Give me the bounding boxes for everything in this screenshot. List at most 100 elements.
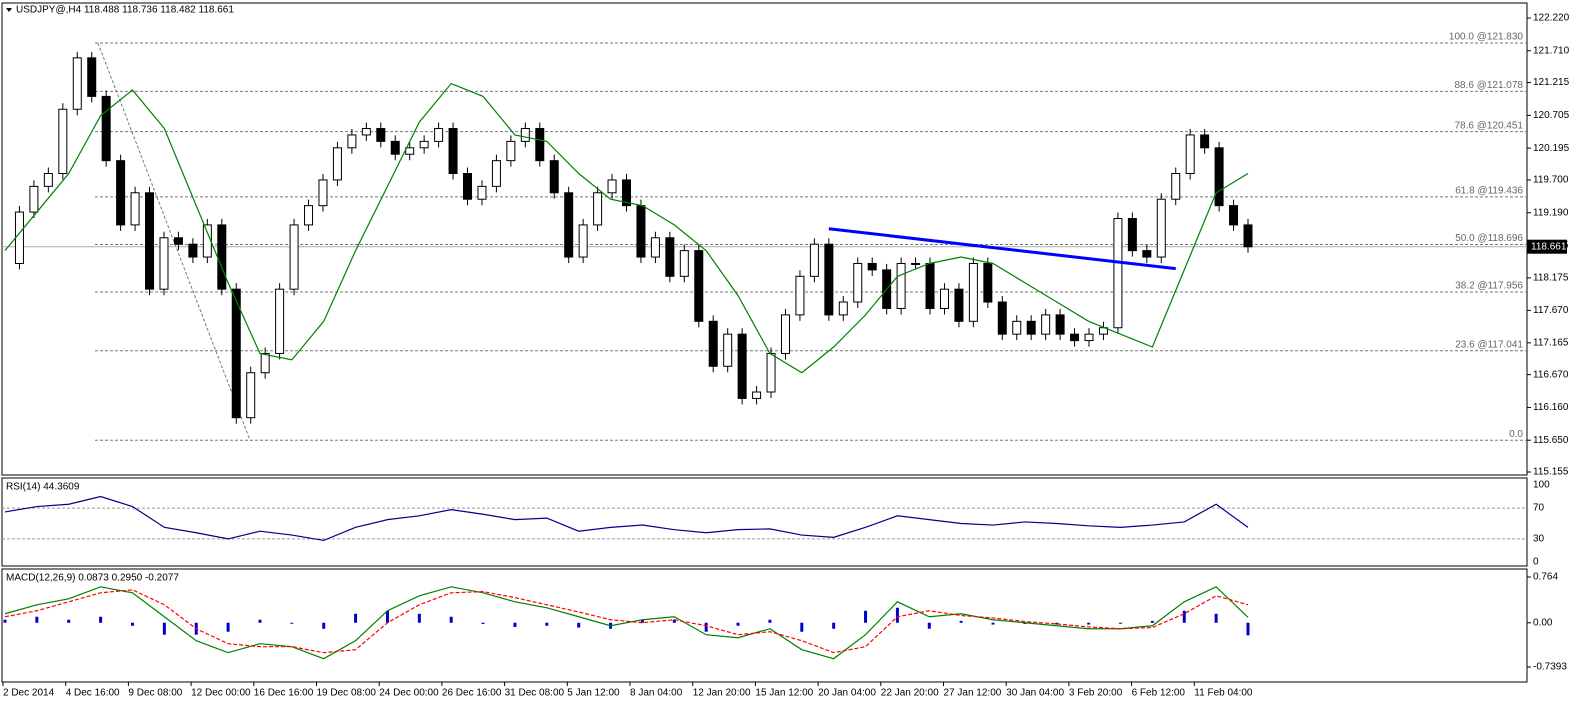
candle xyxy=(968,262,978,322)
y-tick-label: 120.195 xyxy=(1533,143,1570,154)
candle xyxy=(1142,250,1152,258)
macd-bar xyxy=(481,622,485,624)
macd-bar xyxy=(895,607,899,623)
candle xyxy=(1055,314,1065,335)
candle xyxy=(87,57,97,97)
y-tick-label: 115.650 xyxy=(1533,435,1569,446)
candle xyxy=(347,134,357,149)
candle xyxy=(838,301,848,316)
candle xyxy=(867,262,877,271)
fib-label: 61.8 @119.436 xyxy=(1455,186,1523,197)
candle xyxy=(650,237,660,258)
y-tick-label: 119.190 xyxy=(1533,207,1569,218)
candle xyxy=(665,237,675,277)
macd-bar xyxy=(3,619,7,623)
macd-bar xyxy=(322,622,326,629)
macd-bar xyxy=(258,619,262,623)
y-tick-label: 115.155 xyxy=(1533,467,1569,478)
macd-bar xyxy=(1119,622,1123,624)
candle xyxy=(217,224,227,290)
candle xyxy=(549,160,559,194)
candle xyxy=(506,140,516,162)
candle xyxy=(1185,134,1195,175)
candle xyxy=(43,173,53,187)
macd-bar xyxy=(162,622,166,635)
candle xyxy=(983,262,993,303)
x-tick-label: 20 Jan 04:00 xyxy=(818,688,876,699)
rsi-title: RSI(14) 44.3609 xyxy=(6,482,80,493)
candle xyxy=(463,173,473,200)
y-tick-label: 119.700 xyxy=(1533,175,1569,186)
candle xyxy=(1026,320,1036,335)
candle xyxy=(361,128,371,136)
candle xyxy=(607,179,617,194)
macd-tick-label: 0.00 xyxy=(1533,617,1553,628)
macd-bar xyxy=(354,613,358,623)
candle xyxy=(491,160,501,187)
candle xyxy=(737,333,747,399)
macd-bar xyxy=(704,622,708,632)
macd-bar xyxy=(577,622,581,628)
x-tick-label: 30 Jan 04:00 xyxy=(1006,688,1064,699)
candle xyxy=(159,237,169,290)
macd-bar xyxy=(959,620,963,623)
x-tick-label: 27 Jan 12:00 xyxy=(944,688,1002,699)
x-tick-label: 12 Dec 00:00 xyxy=(191,688,251,699)
rsi-tick-label: 100 xyxy=(1533,480,1550,491)
y-tick-label: 117.165 xyxy=(1533,337,1569,348)
macd-bar xyxy=(768,619,772,623)
macd-bar xyxy=(864,610,868,623)
candle xyxy=(419,140,429,149)
candle xyxy=(202,224,212,258)
candle xyxy=(694,250,704,322)
candle xyxy=(448,128,458,175)
candle xyxy=(708,320,718,367)
macd-bar xyxy=(35,616,39,623)
candle xyxy=(116,160,126,226)
candle xyxy=(231,288,241,419)
macd-bar xyxy=(385,610,389,623)
x-tick-label: 9 Dec 08:00 xyxy=(128,688,182,699)
candle xyxy=(1041,314,1051,335)
macd-tick-label: -0.7393 xyxy=(1533,662,1567,673)
macd-bar xyxy=(99,616,103,623)
fib-label: 23.6 @117.041 xyxy=(1455,339,1523,350)
candle xyxy=(173,237,183,245)
candle xyxy=(58,108,68,175)
macd-bar xyxy=(290,622,294,624)
fib-label: 50.0 @118.696 xyxy=(1455,233,1523,244)
x-tick-label: 22 Jan 20:00 xyxy=(881,688,939,699)
candle xyxy=(304,205,314,226)
candle xyxy=(260,352,270,374)
x-tick-label: 19 Dec 08:00 xyxy=(317,688,377,699)
candle xyxy=(954,288,964,322)
rsi-tick-label: 70 xyxy=(1533,503,1545,514)
x-tick-label: 15 Jan 12:00 xyxy=(755,688,813,699)
candle xyxy=(1243,224,1253,248)
x-tick-label: 3 Feb 20:00 xyxy=(1069,688,1123,699)
candle xyxy=(332,147,342,181)
candle xyxy=(318,179,328,207)
candle xyxy=(853,262,863,303)
candle xyxy=(1113,217,1123,329)
candle xyxy=(145,192,155,290)
candle xyxy=(188,243,198,258)
macd-bar xyxy=(672,619,676,623)
candle xyxy=(1084,333,1094,342)
candle xyxy=(593,192,603,226)
candle xyxy=(29,185,39,213)
candle xyxy=(246,372,256,419)
x-tick-label: 6 Feb 12:00 xyxy=(1132,688,1186,699)
candle xyxy=(622,179,631,207)
macd-bar xyxy=(1150,620,1154,623)
chart-title: USDJPY@,H4 118.488 118.736 118.482 118.6… xyxy=(16,5,234,16)
candle xyxy=(1012,320,1022,335)
x-tick-label: 5 Jan 12:00 xyxy=(567,688,620,699)
macd-title: MACD(12,26,9) 0.0873 0.2950 -0.2077 xyxy=(6,573,179,584)
candle xyxy=(911,262,921,265)
rsi-tick-label: 0 xyxy=(1533,557,1539,568)
macd-bar xyxy=(67,619,71,623)
macd-bar xyxy=(927,622,931,629)
y-tick-label: 118.175 xyxy=(1533,273,1569,284)
macd-tick-label: 0.764 xyxy=(1533,572,1558,583)
